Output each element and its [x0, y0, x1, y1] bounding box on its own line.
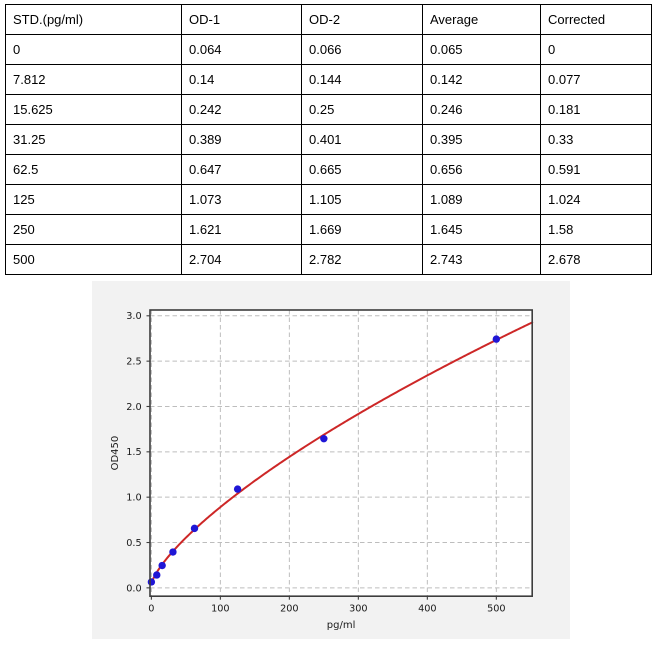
y-tick-label: 1.0	[126, 493, 141, 504]
y-tick-label: 3.0	[126, 311, 141, 322]
data-point	[147, 578, 156, 586]
table-cell: 62.5	[5, 154, 182, 185]
table-cell: 0.144	[301, 64, 423, 95]
table-cell: 0.065	[422, 34, 541, 65]
table-cell: 1.089	[422, 184, 541, 215]
table-cell: 0.647	[181, 154, 302, 185]
table-cell: 0.14	[181, 64, 302, 95]
y-tick-label: 2.0	[126, 402, 141, 413]
table-cell: 1.621	[181, 214, 302, 245]
table-cell: 0.401	[301, 124, 423, 155]
table-cell: 1.669	[301, 214, 423, 245]
table-row: 7.812 0.14 0.144 0.142 0.077	[5, 64, 652, 95]
plot-area	[150, 310, 533, 597]
table-cell: 250	[5, 214, 182, 245]
data-point	[320, 434, 328, 443]
table-cell: 0	[540, 34, 652, 65]
table-row: 0 0.064 0.066 0.065 0	[5, 34, 652, 65]
table-cell: 500	[5, 244, 182, 275]
x-tick-label: 0	[148, 604, 154, 615]
table-cell: 0.25	[301, 94, 423, 125]
table-cell: 15.625	[5, 94, 182, 125]
standard-curve-figure: 0 100 200 300 400 500 0.0 0.5 1.0 1.5 2.0 2.5 3.0 pg/…	[92, 281, 570, 639]
table-row: 250 1.621 1.669 1.645 1.58	[5, 214, 652, 245]
data-point	[492, 335, 501, 343]
table-cell: 0.064	[181, 34, 302, 65]
table-row: 62.5 0.647 0.665 0.656 0.591	[5, 154, 652, 185]
axes-frame	[149, 309, 534, 598]
table-cell: 1.645	[422, 214, 541, 245]
data-point	[233, 485, 242, 493]
x-tick-label: 300	[349, 604, 368, 615]
table-cell: 7.812	[5, 64, 182, 95]
table-cell: 1.105	[301, 184, 423, 215]
table-cell: 0	[5, 34, 182, 65]
standards-table: STD.(pg/ml) OD-1 OD-2 Average Corrected …	[5, 4, 652, 275]
col-header-od2: OD-2	[301, 4, 423, 35]
x-tick-label: 400	[418, 604, 437, 615]
table-cell: 0.246	[422, 94, 541, 125]
table-body: 0 0.064 0.066 0.065 0 7.812 0.14 0.144 0.142 0.07…	[5, 34, 652, 275]
data-point	[190, 524, 199, 533]
table-cell: 2.782	[301, 244, 423, 275]
table-cell: 2.743	[422, 244, 541, 275]
y-tick-label: 0.5	[126, 538, 141, 549]
table-cell: 1.024	[540, 184, 652, 215]
x-tick-label: 100	[211, 604, 230, 615]
tick-labels: 0 100 200 300 400 500 0.0 0.5 1.0 1.5 2.0 2.5 3.0	[126, 311, 505, 614]
data-points	[147, 335, 501, 586]
y-tick-label: 2.5	[126, 357, 141, 368]
y-tick-label: 0.0	[126, 583, 141, 594]
table-row: 500 2.704 2.782 2.743 2.678	[5, 244, 652, 275]
table-row: 125 1.073 1.105 1.089 1.024	[5, 184, 652, 215]
data-point	[153, 571, 161, 579]
table-row: 31.25 0.389 0.401 0.395 0.33	[5, 124, 652, 155]
x-axis-label: pg/ml	[327, 620, 356, 631]
table-cell: 0.181	[540, 94, 652, 125]
table-cell: 0.077	[540, 64, 652, 95]
data-point	[169, 548, 177, 556]
tick-marks	[146, 315, 497, 600]
table-cell: 0.389	[181, 124, 302, 155]
table-cell: 0.656	[422, 154, 541, 185]
x-tick-label: 200	[280, 604, 299, 615]
table-row: 15.625 0.242 0.25 0.246 0.181	[5, 94, 652, 125]
x-tick-label: 500	[487, 604, 506, 615]
col-header-std: STD.(pg/ml)	[5, 4, 182, 35]
data-point	[158, 561, 166, 570]
table-cell: 0.066	[301, 34, 423, 65]
y-tick-label: 1.5	[126, 447, 141, 458]
col-header-corrected: Corrected	[540, 4, 652, 35]
y-axis-label: OD450	[110, 436, 121, 471]
table-cell: 0.395	[422, 124, 541, 155]
table-cell: 0.33	[540, 124, 652, 155]
table-cell: 0.591	[540, 154, 652, 185]
table-cell: 0.665	[301, 154, 423, 185]
table-cell: 0.242	[181, 94, 302, 125]
table-cell: 1.58	[540, 214, 652, 245]
table-cell: 31.25	[5, 124, 182, 155]
grid-lines	[150, 310, 533, 597]
col-header-average: Average	[422, 4, 541, 35]
table-cell: 125	[5, 184, 182, 215]
table-cell: 2.704	[181, 244, 302, 275]
col-header-od1: OD-1	[181, 4, 302, 35]
standard-curve-svg: 0 100 200 300 400 500 0.0 0.5 1.0 1.5 2.0 2.5 3.0 pg/…	[92, 281, 570, 639]
table-cell: 0.142	[422, 64, 541, 95]
table-cell: 1.073	[181, 184, 302, 215]
table-header-row: STD.(pg/ml) OD-1 OD-2 Average Corrected	[5, 4, 652, 35]
fit-curve-line	[150, 321, 534, 586]
table-cell: 2.678	[540, 244, 652, 275]
